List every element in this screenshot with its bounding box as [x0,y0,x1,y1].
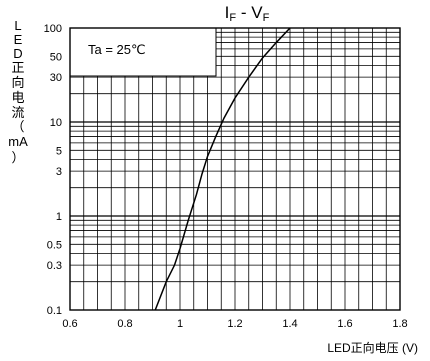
tick-labels: 0.6 0.8 1 1.2 1.4 1.6 1.8 0.1 0.3 0.5 1 3 5 10 30 50 100 [44,23,408,330]
y-label-char: （ [11,119,24,134]
y-tick-label: 0.5 [47,239,62,251]
x-tick-label: 1 [177,318,183,330]
y-label-char: 正 [11,60,24,75]
y-label-char: 电 [11,90,24,105]
y-tick-label: 3 [56,166,62,178]
y-tick-label: 0.3 [47,260,62,272]
y-label-char: L [14,18,21,33]
y-tick-label: 0.1 [47,305,62,317]
y-label-char: D [13,46,22,61]
annotation-text: Ta = 25℃ [88,42,146,57]
y-tick-label: 30 [50,72,62,84]
y-label-char: ） [11,150,24,165]
x-tick-label: 1.2 [227,318,242,330]
x-tick-label: 0.8 [117,318,132,330]
x-tick-label: 0.6 [62,318,77,330]
title-i-sub: F [229,12,236,24]
y-tick-label: 100 [44,23,62,35]
y-tick-label: 5 [56,145,62,157]
series-line [154,27,291,311]
title-sep: - [236,3,251,22]
chart-title: IF - VF [225,3,270,24]
x-tick-label: 1.4 [282,318,297,330]
y-tick-label: 10 [50,117,62,129]
title-v: V [251,3,263,22]
title-i: I [225,3,230,22]
y-label-char: E [14,32,23,47]
y-label-char: 向 [11,75,24,90]
y-tick-label: 1 [56,211,62,223]
y-label-char: 流 [11,105,24,120]
y-label-char: mA [8,134,28,149]
plot-frame [69,27,401,311]
x-axis-label: LED正向电压 (V) [327,340,418,355]
x-tick-label: 1.8 [392,318,407,330]
title-v-sub: F [263,12,270,24]
y-tick-label: 50 [50,51,62,63]
x-tick-label: 1.6 [337,318,352,330]
annotation-box [69,27,217,77]
